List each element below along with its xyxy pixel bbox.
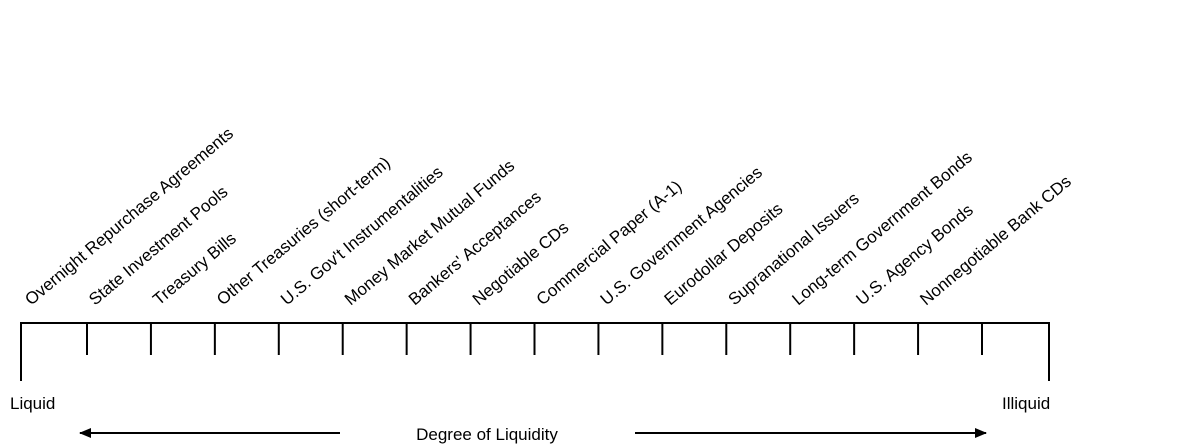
axis-label: Degree of Liquidity [416, 425, 558, 444]
left-label: Liquid [10, 394, 55, 413]
right-label: Illiquid [1002, 394, 1050, 413]
item-label: U.S. Agency Bonds [852, 200, 976, 309]
item-label: Eurodollar Deposits [661, 199, 787, 309]
